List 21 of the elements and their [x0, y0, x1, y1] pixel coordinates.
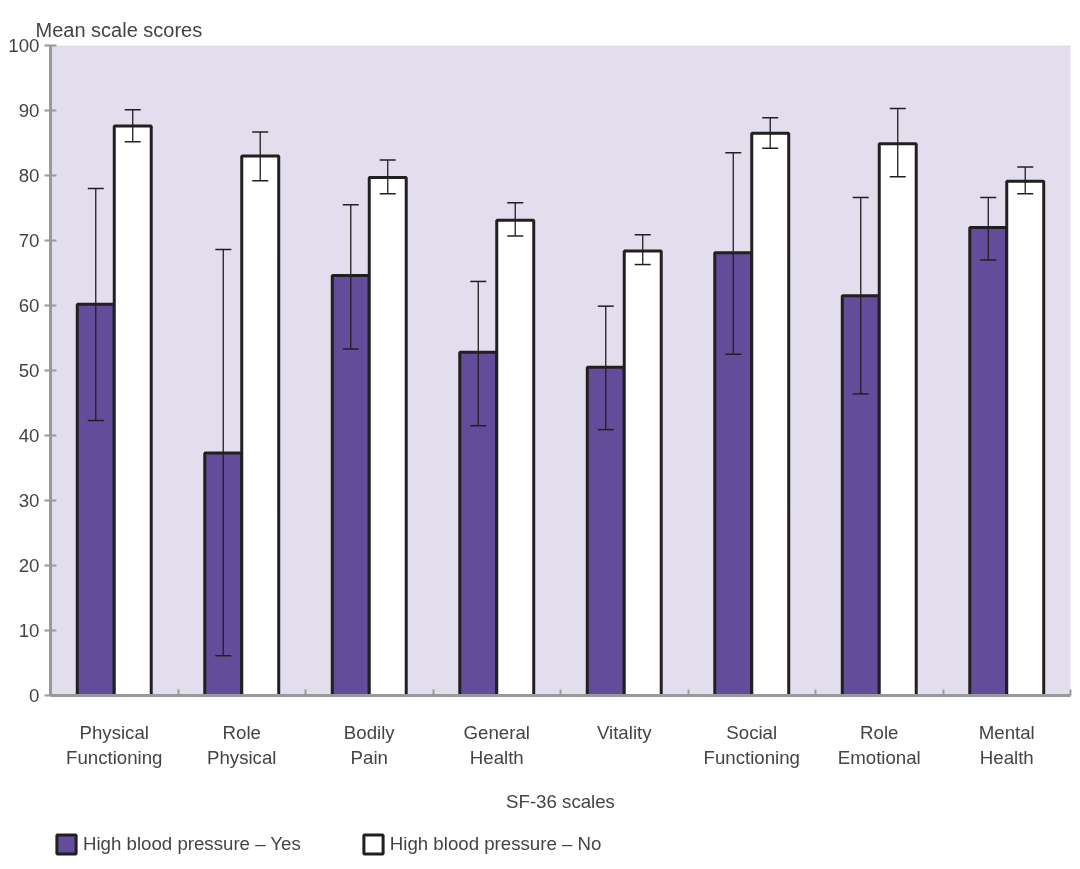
x-tick-label: Vitality: [596, 721, 653, 743]
x-axis-title: SF-36 scales: [506, 790, 615, 812]
y-tick-label: 80: [18, 165, 40, 186]
x-tick-label: General Health: [463, 721, 530, 768]
y-tick-label: 60: [18, 295, 40, 316]
legend-label: High blood pressure – No: [389, 832, 602, 855]
y-tick-label: 40: [18, 425, 40, 446]
legend-label: High blood pressure – Yes: [83, 832, 301, 855]
y-tick-label: 70: [18, 230, 40, 251]
x-tick-label: Mental Health: [978, 721, 1035, 768]
x-tick-label: Role Physical: [207, 721, 277, 768]
y-tick-label: 90: [18, 100, 40, 121]
y-tick-label: 30: [18, 490, 40, 511]
y-tick-label: 50: [18, 360, 40, 381]
x-tick-label: Social Functioning: [703, 721, 800, 768]
x-tick-label: Bodily Pain: [343, 721, 396, 768]
y-tick-label: 10: [18, 620, 40, 641]
y-tick-label: 20: [18, 555, 40, 576]
x-tick-label: Role Emotional: [837, 721, 921, 768]
x-tick-label: Physical Functioning: [66, 721, 163, 768]
y-tick-label: 0: [29, 685, 40, 706]
